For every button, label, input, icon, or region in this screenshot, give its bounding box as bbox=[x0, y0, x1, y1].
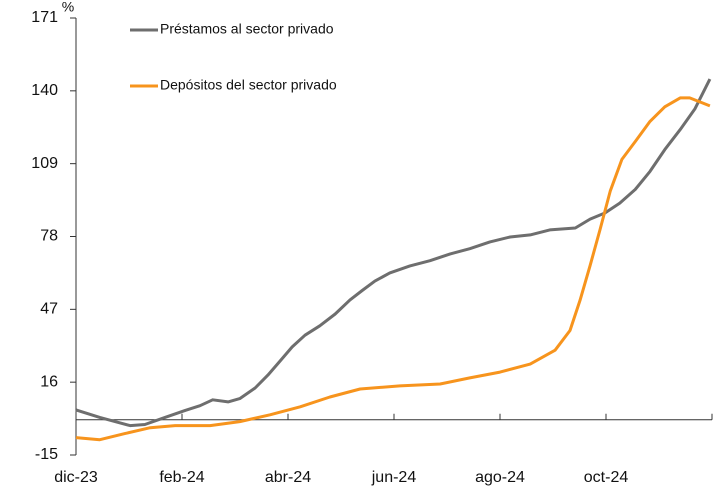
x-tick-label: ago-24 bbox=[475, 469, 525, 486]
y-tick-label: 109 bbox=[31, 155, 58, 172]
y-tick-label: 171 bbox=[31, 9, 58, 26]
legend-label: Depósitos del sector privado bbox=[160, 77, 337, 93]
y-tick-label: 78 bbox=[40, 228, 58, 245]
series-line bbox=[75, 78, 712, 428]
x-tick-label: abr-24 bbox=[265, 469, 311, 486]
legend: Préstamos al sector privado Depósitos del… bbox=[130, 21, 337, 93]
y-tick-label: 16 bbox=[40, 373, 58, 390]
y-tick-label: -15 bbox=[35, 446, 58, 463]
y-axis-label: % bbox=[62, 0, 74, 15]
x-tick-label: dic-23 bbox=[54, 469, 98, 486]
x-tick-label: jun-24 bbox=[371, 469, 417, 486]
y-tick-label: 47 bbox=[40, 301, 58, 318]
legend-label: Préstamos al sector privado bbox=[160, 21, 334, 37]
series-line bbox=[75, 96, 711, 442]
y-tick-label: 140 bbox=[31, 82, 58, 99]
x-tick-label: feb-24 bbox=[159, 469, 204, 486]
x-tick-label: oct-24 bbox=[584, 469, 629, 486]
